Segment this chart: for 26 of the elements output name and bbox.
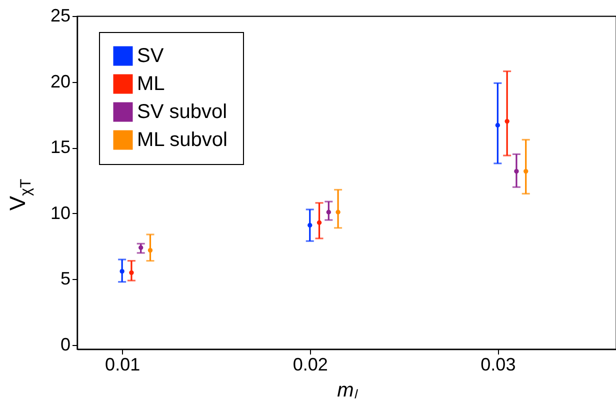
point: [495, 122, 500, 128]
point: [524, 168, 528, 174]
point: [504, 118, 510, 124]
x-tick-label: 0.01: [105, 354, 140, 374]
point: [336, 210, 340, 214]
point: [326, 210, 332, 214]
point: [514, 168, 519, 174]
x-tick-label: 0.02: [292, 354, 328, 374]
point: [316, 220, 322, 225]
y-tick-label: 10: [50, 202, 70, 223]
x-axis-title: mₗ: [337, 380, 359, 402]
y-tick-label: 0: [60, 334, 70, 355]
y-tick-label: 25: [50, 6, 70, 26]
legend-label: ML: [137, 73, 165, 95]
legend-label: ML subvol: [137, 129, 228, 151]
y-tick-label: 5: [60, 268, 70, 289]
point: [120, 269, 124, 274]
point: [308, 222, 312, 228]
y-tick-label: 20: [50, 71, 70, 92]
point: [148, 248, 153, 253]
x-tick-label: 0.03: [480, 354, 516, 374]
point: [138, 245, 144, 250]
point: [129, 270, 134, 275]
legend-label: SV subvol: [137, 101, 228, 123]
y-tick-label: 15: [50, 137, 70, 158]
legend-label: SV: [137, 45, 164, 67]
